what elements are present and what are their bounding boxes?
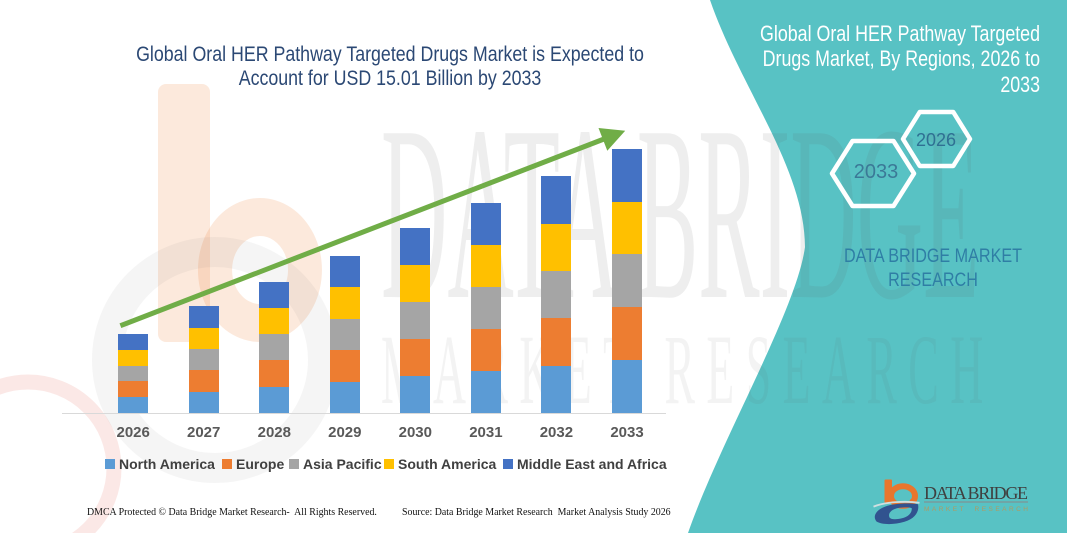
svg-text:MARKET RESEARCH: MARKET RESEARCH — [924, 506, 1028, 513]
svg-text:DATA BRIDGE: DATA BRIDGE — [924, 483, 1028, 503]
